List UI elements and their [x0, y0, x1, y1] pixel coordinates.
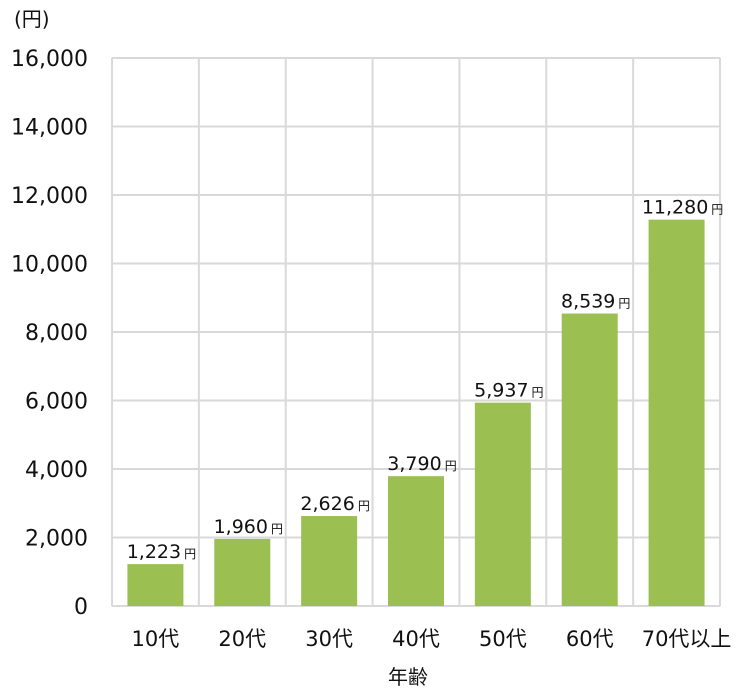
bar	[214, 538, 271, 606]
data-label-value: 1,960	[214, 516, 268, 538]
data-label-value: 2,626	[300, 493, 354, 515]
data-label: 2,626 円	[300, 493, 369, 515]
x-tick-label: 60代	[566, 627, 614, 651]
data-label-unit: 円	[445, 459, 457, 473]
data-label: 1,960 円	[214, 516, 283, 538]
data-label-value: 1,223	[127, 541, 181, 563]
x-tick-label: 10代	[132, 627, 180, 651]
data-label-value: 3,790	[387, 453, 441, 475]
data-label-unit: 円	[618, 297, 630, 311]
y-tick-label: 10,000	[11, 253, 88, 278]
x-axis-label: 年齢	[388, 665, 428, 689]
data-label: 8,539 円	[561, 291, 630, 313]
data-label-unit: 円	[358, 499, 370, 513]
bar	[474, 402, 531, 606]
data-label-unit: 円	[184, 547, 196, 561]
x-tick-label: 40代	[392, 627, 440, 651]
data-label-unit: 円	[271, 522, 283, 536]
data-label: 11,280 円	[642, 197, 724, 219]
bar	[301, 516, 358, 606]
bar	[388, 476, 444, 606]
x-tick-label: 70代以上	[642, 627, 732, 651]
y-tick-label: 16,000	[11, 47, 88, 72]
data-label: 5,937 円	[474, 380, 543, 402]
y-tick-label: 12,000	[11, 184, 88, 209]
y-tick-label: 6,000	[25, 390, 88, 415]
data-label-value: 11,280	[642, 197, 708, 219]
x-tick-label: 20代	[218, 627, 266, 651]
bar	[561, 313, 618, 606]
x-tick-label: 30代	[305, 627, 353, 651]
data-label-value: 8,539	[561, 291, 615, 313]
bar	[648, 219, 705, 606]
x-tick-label: 50代	[479, 627, 527, 651]
y-tick-label: 14,000	[11, 116, 88, 141]
data-label-unit: 円	[532, 386, 544, 400]
y-unit-label: (円)	[14, 7, 50, 31]
y-tick-label: 4,000	[25, 458, 88, 483]
y-tick-label: 2,000	[25, 527, 88, 552]
data-label: 1,223 円	[127, 541, 196, 563]
bar	[127, 564, 184, 606]
data-label: 3,790 円	[387, 453, 456, 475]
data-label-unit: 円	[711, 203, 723, 217]
y-tick-label: 8,000	[25, 321, 88, 346]
data-label-value: 5,937	[474, 380, 528, 402]
y-tick-label: 0	[74, 595, 88, 620]
